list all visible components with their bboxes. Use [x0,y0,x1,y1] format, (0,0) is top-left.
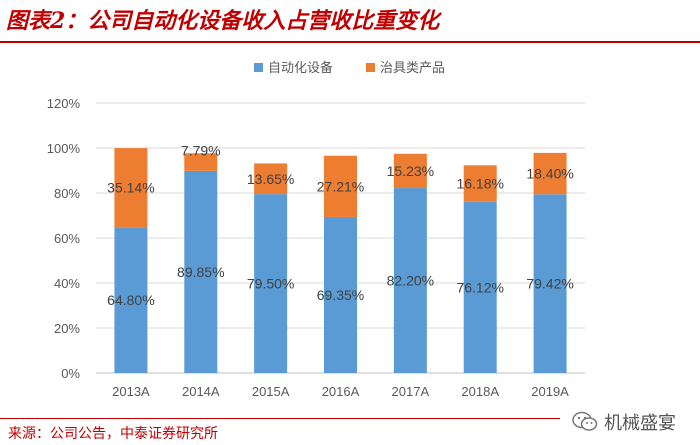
data-label-fixtures: 27.21% [317,178,364,194]
y-tick-label: 80% [54,186,80,201]
y-tick-label: 120% [47,96,81,111]
chart-bars: 64.80% 35.14% 89.85% 7.79% 79.50% 13.65% 69.35… [107,142,574,373]
y-tick-label: 60% [54,231,80,246]
legend-label: 治具类产品 [380,60,445,75]
watermark-text: 机械盛宴 [604,413,676,434]
y-tick-label: 20% [54,321,80,336]
chart-legend: 自动化设备 治具类产品 [254,60,445,75]
bar-fixtures [324,155,357,217]
data-label-automation: 76.12% [456,279,503,295]
data-label-automation: 82.20% [387,273,434,289]
y-tick-label: 40% [54,276,80,291]
bar-automation [393,188,427,373]
source-divider [0,418,560,419]
legend-swatch [366,63,375,72]
bar-automation [254,194,288,373]
y-tick-label: 100% [47,141,81,156]
x-tick-label: 2016A [322,384,360,399]
bar-automation [533,194,567,373]
source-note: 来源：公司公告，中泰证券研究所 [8,426,218,442]
bar-fixtures [114,148,148,228]
chart-title: 图表2：公司自动化设备收入占营收比重变化 [6,8,440,34]
title-divider [0,41,700,43]
bar-automation [184,170,218,373]
bar-automation [114,227,148,373]
data-label-automation: 69.35% [317,287,364,303]
bar-fixtures [254,163,288,195]
x-tick-label: 2019A [531,384,569,399]
y-tick-label: 0% [61,366,80,381]
data-label-fixtures: 7.79% [181,142,221,158]
x-tick-label: 2015A [252,384,290,399]
x-axis: 2013A 2014A 2015A 2016A 2017A 2018A 2019A [112,384,569,399]
data-label-fixtures: 13.65% [247,171,294,187]
data-label-automation: 89.85% [177,264,224,280]
bar-fixtures [533,152,567,195]
x-tick-label: 2014A [182,384,220,399]
legend-label: 自动化设备 [268,60,333,75]
wechat-icon [572,411,598,431]
stacked-bar-chart: 自动化设备 治具类产品 0% 20% 40% 60% 80% 100% 120% 64.80%… [47,60,585,399]
x-tick-label: 2013A [112,384,150,399]
x-tick-label: 2018A [461,384,499,399]
y-axis: 0% 20% 40% 60% 80% 100% 120% [47,96,81,381]
x-tick-label: 2017A [392,384,430,399]
bar-fixtures [393,153,427,189]
legend-swatch [254,63,263,72]
data-label-fixtures: 18.40% [526,166,573,182]
bar-automation [324,216,357,373]
data-label-fixtures: 16.18% [456,176,503,192]
watermark: 机械盛宴 [572,408,676,436]
bar-fixtures [463,165,497,202]
data-label-automation: 64.80% [107,292,154,308]
data-label-automation: 79.50% [247,276,294,292]
bar-fixtures [184,153,218,171]
bar-automation [463,201,497,373]
data-label-fixtures: 15.23% [387,163,434,179]
data-label-automation: 79.42% [526,276,573,292]
data-label-fixtures: 35.14% [107,180,154,196]
